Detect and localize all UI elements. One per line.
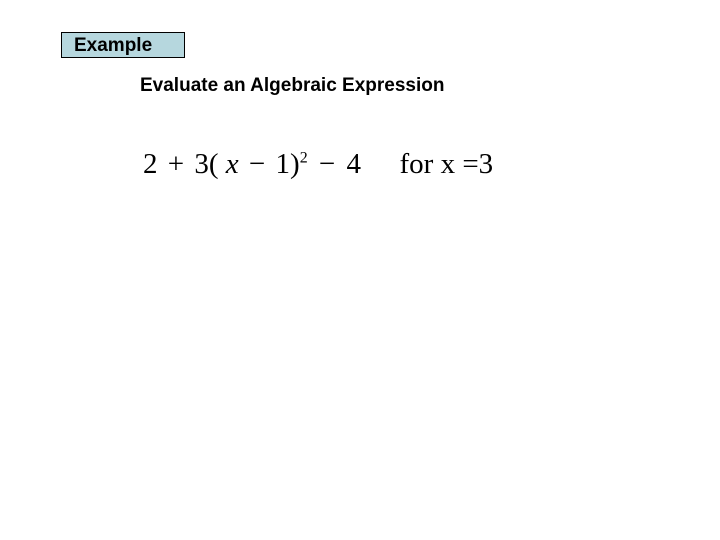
- expr-3-openparen: 3(: [194, 148, 218, 181]
- example-label-text: Example: [74, 35, 152, 56]
- slide-subtitle: Evaluate an Algebraic Expression: [140, 75, 444, 97]
- math-expression: 2 + 3( x − 1)2 − 4 for x =3: [143, 148, 493, 181]
- expr-term-4: 4: [347, 148, 362, 181]
- expr-plus: +: [165, 148, 187, 181]
- expr-for-clause: for x =3: [400, 148, 494, 181]
- slide-page: Example Evaluate an Algebraic Expression…: [0, 0, 720, 540]
- expr-minus-2: −: [315, 148, 339, 181]
- expr-variable-x: x: [226, 148, 239, 181]
- expr-minus-1: −: [246, 148, 268, 181]
- expr-term-2: 2: [143, 148, 158, 181]
- example-label-box: Example: [61, 32, 185, 58]
- expr-exponent: 2: [300, 149, 308, 166]
- expr-1-closeparen: 1): [276, 148, 300, 181]
